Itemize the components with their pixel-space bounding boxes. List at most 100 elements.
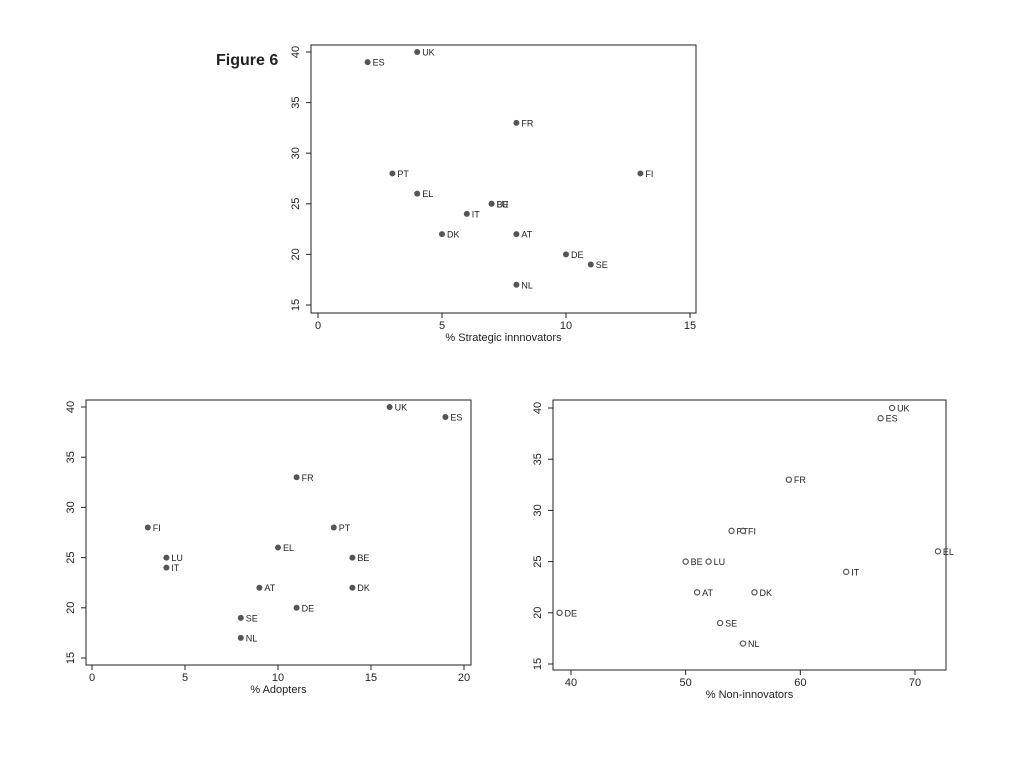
- point-label-lu: LU: [497, 199, 509, 209]
- data-point-pt: [728, 527, 735, 535]
- point-label-pt: PT: [339, 523, 351, 533]
- y-tick-label: 30: [65, 501, 77, 513]
- point-label-el: EL: [283, 543, 294, 553]
- data-point-uk: [386, 404, 393, 410]
- y-tick-label: 35: [290, 96, 302, 108]
- y-tick-label: 30: [532, 504, 544, 516]
- x-tick-label: 10: [272, 672, 284, 684]
- point-label-fi: FI: [645, 169, 653, 179]
- x-tick-label: 0: [315, 320, 321, 332]
- plot-frame: [85, 399, 472, 666]
- data-point-se: [587, 261, 594, 268]
- y-tick-label: 20: [532, 607, 544, 619]
- data-point-be: [682, 558, 689, 565]
- point-label-nl: NL: [521, 280, 533, 290]
- x-tick-label: 10: [560, 320, 572, 332]
- scatter-plot-strategic-innovators: 0 5 10 15 15 20 25 30 35 40 % Strategic innnovator…: [290, 44, 697, 344]
- y-tick-label: 25: [65, 551, 77, 563]
- data-point-fr: [785, 476, 793, 483]
- x-axis-label: % Non-innovators: [706, 689, 794, 701]
- point-label-it: IT: [171, 563, 180, 573]
- data-point-it: [843, 568, 850, 576]
- point-label-se: SE: [725, 619, 737, 629]
- x-tick-label: 50: [680, 677, 692, 689]
- data-point-nl: [237, 634, 244, 641]
- data-point-lu: [163, 554, 170, 561]
- data-point-nl: [513, 281, 520, 288]
- point-label-uk: UK: [422, 48, 435, 58]
- data-point-at: [256, 584, 263, 591]
- data-point-lu: [705, 558, 712, 565]
- figure-title: Figure 6: [216, 52, 279, 69]
- point-label-be: BE: [357, 553, 369, 563]
- data-point-it: [463, 210, 470, 217]
- y-tick-label: 15: [290, 299, 302, 311]
- data-point-at: [513, 231, 520, 238]
- data-point-de: [563, 251, 569, 258]
- data-point-se: [237, 614, 244, 621]
- point-label-it: IT: [472, 209, 481, 219]
- y-tick-label: 25: [532, 555, 544, 567]
- x-tick-label: 60: [794, 677, 806, 689]
- y-tick-label: 40: [532, 402, 544, 414]
- x-tick-label: 0: [89, 672, 95, 684]
- point-label-uk: UK: [395, 403, 408, 413]
- point-label-es: ES: [886, 414, 898, 424]
- point-label-fi: FI: [748, 526, 756, 536]
- y-tick-label: 20: [65, 602, 77, 614]
- point-label-fr: FR: [302, 473, 314, 483]
- x-tick-label: 15: [365, 672, 377, 684]
- point-label-se: SE: [246, 613, 258, 623]
- x-tick-label: 20: [458, 672, 470, 684]
- data-point-es: [364, 59, 371, 66]
- data-point-dk: [751, 589, 758, 596]
- data-point-be: [349, 554, 356, 561]
- y-tick-label: 20: [290, 248, 302, 260]
- data-point-el: [934, 548, 942, 555]
- x-tick-label: 5: [182, 672, 188, 684]
- data-point-fr: [513, 119, 520, 126]
- plot-frame: [310, 44, 697, 314]
- y-tick-label: 15: [532, 658, 544, 670]
- data-point-fi: [739, 527, 747, 535]
- point-label-de: DE: [565, 608, 578, 618]
- point-label-de: DE: [571, 250, 584, 260]
- data-point-dk: [349, 584, 356, 591]
- x-tick-label: 40: [565, 677, 577, 689]
- point-label-dk: DK: [447, 230, 460, 240]
- data-point-de: [293, 604, 300, 611]
- data-point-pt: [389, 170, 396, 177]
- y-tick-label: 30: [290, 147, 302, 159]
- point-label-es: ES: [373, 58, 385, 68]
- y-tick-label: 15: [65, 652, 77, 664]
- data-point-de: [556, 609, 563, 616]
- point-label-se: SE: [596, 260, 608, 270]
- point-label-es: ES: [450, 413, 462, 423]
- data-point-fr: [293, 474, 300, 481]
- point-label-el: EL: [943, 547, 954, 557]
- point-label-be: BE: [691, 557, 703, 567]
- x-tick-label: 5: [439, 320, 445, 332]
- data-point-fi: [637, 170, 644, 177]
- point-label-fr: FR: [521, 118, 533, 128]
- data-point-el: [275, 544, 281, 551]
- point-label-be: BE: [497, 199, 509, 209]
- x-tick-label: 70: [909, 677, 921, 689]
- point-label-at: AT: [702, 588, 713, 598]
- y-tick-label: 40: [290, 46, 302, 58]
- scatter-plot-adopters: 0 5 10 15 20 15 20 25 30 35 40 % Adopters UK ES FR FI PT…: [65, 399, 472, 696]
- point-label-lu: LU: [171, 553, 183, 563]
- x-axis-label: % Adopters: [250, 684, 307, 696]
- y-tick-label: 35: [65, 451, 77, 463]
- point-label-nl: NL: [246, 633, 258, 643]
- scatter-plot-non-innovators: 40 50 60 70 15 20 25 30 35 40 % Non-innovators UKES…: [532, 399, 954, 701]
- y-tick-label: 40: [65, 401, 77, 413]
- data-point-se: [716, 619, 724, 627]
- y-tick-label: 35: [532, 453, 544, 465]
- data-point-dk: [439, 231, 445, 238]
- plot-frame: [552, 399, 947, 671]
- point-label-de: DE: [302, 603, 315, 613]
- point-label-el: EL: [422, 189, 433, 199]
- data-point-uk: [414, 49, 421, 55]
- data-point-nl: [739, 640, 747, 647]
